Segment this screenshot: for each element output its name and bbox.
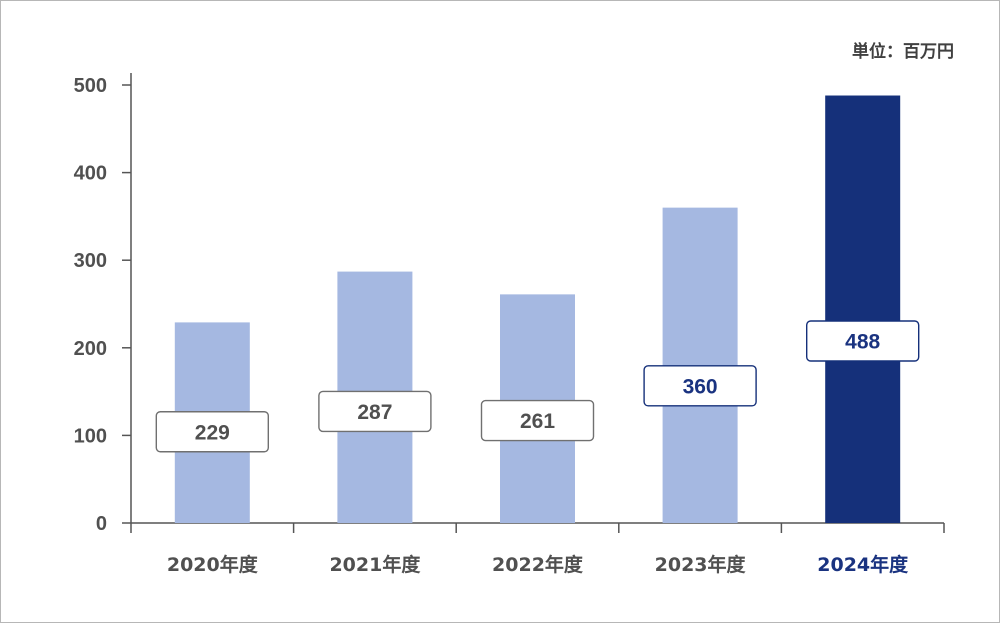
category-label: 2022年度	[492, 553, 584, 576]
category-label: 2021年度	[329, 553, 421, 576]
axes: 0 100 200 300 400 500	[74, 73, 945, 535]
y-tick-label: 300	[74, 250, 107, 272]
bar-2024年度	[825, 95, 901, 524]
value-label: 488	[845, 331, 880, 354]
y-tick-label: 100	[74, 425, 107, 447]
y-tick-label: 400	[74, 163, 107, 185]
value-label: 261	[520, 410, 555, 433]
unit-label: 単位：百万円	[852, 41, 954, 62]
value-label-box	[480, 399, 595, 442]
category-label: 2024年度	[817, 553, 909, 576]
category-label: 2023年度	[655, 553, 747, 576]
bars	[174, 95, 901, 524]
value-label-box	[155, 411, 270, 453]
category-labels: 2020年度 2021年度 2022年度 2023年度 2024年度	[167, 553, 909, 576]
y-tick-label: 200	[74, 338, 107, 360]
value-label: 360	[683, 375, 718, 398]
category-label: 2020年度	[167, 553, 259, 576]
value-label: 229	[195, 421, 230, 444]
y-tick-label: 500	[74, 75, 107, 97]
value-label-box	[643, 365, 757, 407]
value-label-box	[806, 320, 920, 362]
value-label: 287	[357, 401, 392, 424]
value-labels: 229 287 261 360 488	[155, 320, 920, 453]
y-tick-label: 0	[96, 513, 107, 535]
value-label-box	[318, 390, 432, 433]
